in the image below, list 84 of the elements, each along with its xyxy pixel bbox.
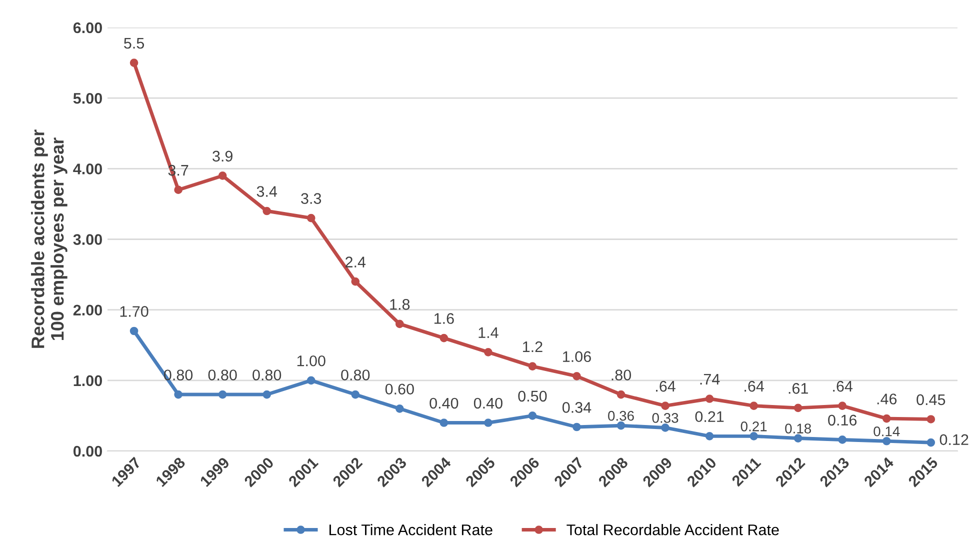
data-label: 1.00 — [297, 355, 326, 366]
data-label: 0.50 — [518, 390, 547, 402]
data-label: 3.4 — [256, 186, 278, 197]
data-label: 1.6 — [434, 313, 454, 324]
point — [750, 432, 758, 440]
point — [484, 418, 492, 427]
data-label: 5.5 — [124, 38, 144, 49]
data-label: 0.34 — [562, 402, 592, 413]
data-label: .74 — [700, 374, 720, 384]
y-tick-label: 0.00 — [73, 446, 102, 457]
point — [306, 214, 316, 222]
data-label: 0.12 — [940, 434, 968, 446]
point — [130, 58, 138, 67]
point — [174, 390, 182, 399]
data-label: 0.80 — [208, 370, 237, 380]
data-label: .46 — [877, 394, 897, 404]
point — [616, 421, 626, 430]
data-label: .64 — [833, 380, 853, 392]
point — [926, 415, 936, 424]
point — [882, 414, 891, 423]
point — [838, 402, 847, 410]
point — [528, 412, 537, 420]
point — [794, 434, 802, 442]
point — [306, 376, 316, 385]
y-tick-label: 4.00 — [73, 164, 102, 174]
point — [705, 394, 714, 403]
y-tick-label: 5.00 — [73, 92, 102, 104]
point — [395, 404, 404, 413]
point — [351, 277, 360, 286]
point — [794, 404, 802, 412]
data-label: .64 — [744, 380, 764, 392]
point — [705, 432, 714, 440]
point — [661, 424, 670, 432]
data-label: 3.9 — [212, 150, 232, 162]
point — [174, 186, 182, 194]
point — [661, 402, 670, 410]
data-label: .61 — [788, 382, 808, 394]
data-label: 0.16 — [828, 414, 857, 426]
y-tick-label: 2.00 — [73, 304, 102, 316]
data-label: 1.8 — [390, 299, 410, 310]
point — [750, 402, 758, 410]
y-axis-title: Recordable accidents per 100 employees per year — [31, 130, 68, 348]
data-label: 0.33 — [652, 413, 678, 423]
data-label: 0.18 — [785, 424, 811, 434]
point — [484, 348, 492, 356]
data-label: 1.70 — [120, 306, 148, 317]
data-label: 0.21 — [695, 411, 724, 422]
point — [528, 362, 537, 370]
data-label: 3.3 — [301, 193, 322, 204]
data-label: 0.45 — [916, 394, 946, 406]
point — [440, 418, 448, 427]
data-label: 0.14 — [874, 426, 900, 436]
data-label: 2.4 — [346, 256, 366, 268]
point — [838, 436, 847, 444]
y-tick-label: 3.00 — [73, 234, 102, 245]
data-label: 0.36 — [608, 410, 634, 421]
point — [572, 372, 581, 380]
legend-label: Total Recordable Accident Rate — [566, 524, 779, 536]
point — [218, 172, 227, 180]
legend-label: Lost Time Accident Rate — [329, 524, 492, 536]
data-label: 1.4 — [478, 327, 498, 338]
y-tick-label: 6.00 — [73, 22, 102, 34]
data-label: 0.80 — [252, 370, 282, 380]
data-label: 0.80 — [341, 370, 370, 380]
data-label: 0.60 — [385, 384, 414, 395]
point — [572, 422, 581, 432]
data-label: .80 — [612, 370, 632, 380]
data-label: 1.2 — [523, 341, 542, 352]
point — [262, 390, 272, 399]
point — [130, 326, 138, 336]
point — [351, 390, 360, 399]
data-label: 1.06 — [563, 351, 591, 362]
point — [218, 390, 227, 399]
point — [395, 320, 404, 328]
point — [440, 334, 448, 342]
point — [926, 438, 936, 447]
data-label: 0.40 — [474, 398, 502, 409]
point — [262, 206, 272, 216]
data-label: .64 — [656, 380, 676, 392]
data-label: 0.40 — [430, 398, 458, 409]
point — [616, 390, 626, 399]
data-label: 0.21 — [740, 422, 767, 432]
point — [882, 436, 891, 446]
y-tick-label: 1.00 — [74, 375, 102, 386]
